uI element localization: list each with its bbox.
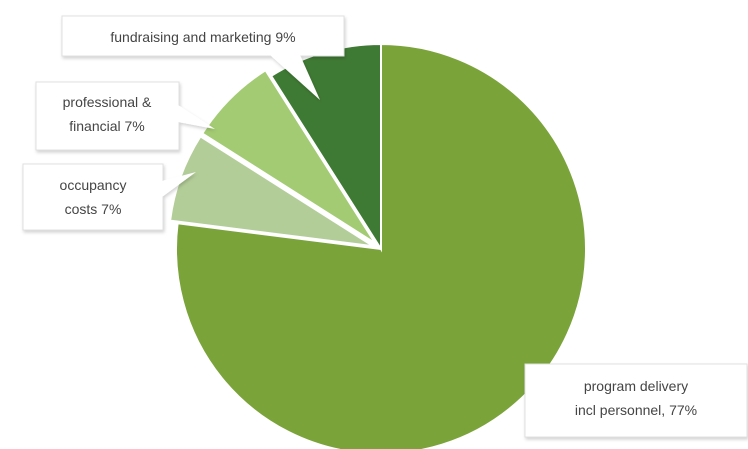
callout-program-delivery-incl-personnel: program delivery incl personnel, 77% — [524, 363, 748, 438]
data-label: costs 7% — [65, 201, 122, 217]
pie-slice-program-delivery-incl-personnel — [175, 42, 587, 449]
data-label: professional & — [63, 94, 152, 110]
callout-pointer — [270, 55, 320, 100]
data-label: incl personnel, 77% — [575, 402, 697, 418]
callout-box — [22, 163, 164, 231]
pie-slice-professional-financial — [200, 68, 377, 245]
callout-occupancy-costs: occupancy costs 7% — [22, 163, 196, 231]
pie-slices — [168, 42, 587, 449]
callout-box — [35, 81, 180, 151]
data-label: program delivery — [584, 378, 688, 394]
data-label: financial 7% — [69, 118, 145, 134]
callout-box — [61, 15, 345, 57]
data-label: occupancy — [60, 177, 127, 193]
data-label: fundraising and marketing 9% — [110, 29, 295, 45]
callout-fundraising-and-marketing: fundraising and marketing 9% — [61, 15, 345, 100]
callout-professional-financial: professional & financial 7% — [35, 81, 215, 151]
callout-box — [524, 363, 748, 438]
data-label-callouts: program delivery incl personnel, 77% occup… — [22, 15, 748, 438]
callout-pointer — [162, 172, 196, 197]
callout-pointer — [178, 105, 215, 129]
